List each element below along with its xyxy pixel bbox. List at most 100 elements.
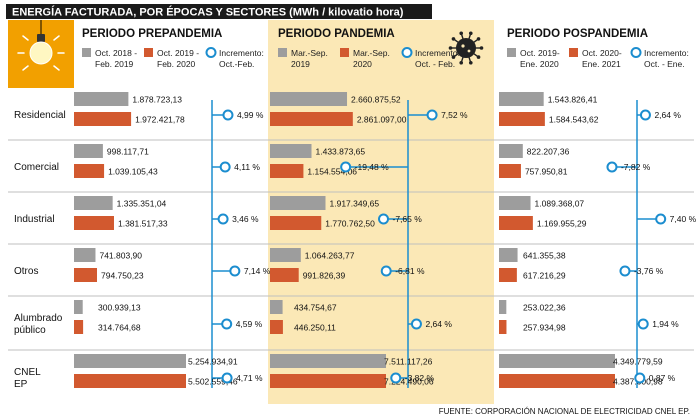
- value-label-series-1: 1.917.349,65: [330, 199, 380, 209]
- lightbulb-icon-socket: [37, 34, 45, 42]
- value-label-series-2: 757.950,81: [525, 167, 568, 177]
- increment-marker: [221, 372, 233, 384]
- value-label-series-1: 4.349.779,59: [613, 357, 663, 367]
- legend-label: Incremento:: [415, 48, 460, 58]
- increment-label: -7,82 %: [621, 162, 651, 172]
- category-label: CNEL: [14, 367, 41, 378]
- value-label-series-1: 434.754,67: [294, 303, 337, 313]
- value-label-series-1: 822.207,36: [527, 147, 570, 157]
- bar-series-1: [74, 196, 113, 210]
- bar-series-1: [74, 354, 186, 368]
- legend-label: Oct.-Feb.: [219, 59, 254, 69]
- legend-label: Mar.-Sep.: [353, 48, 390, 58]
- lightbulb-icon: [29, 41, 53, 65]
- increment-label: 2,64 %: [425, 319, 452, 329]
- increment-label: -3,82 %: [405, 373, 435, 383]
- legend-label: Oct. - Feb.: [415, 59, 455, 69]
- value-label-series-1: 1.335.351,04: [117, 199, 167, 209]
- value-label-series-2: 1.584.543,62: [549, 115, 599, 125]
- bar-series-2: [270, 374, 386, 388]
- virus-icon-spot: [467, 49, 471, 53]
- value-label-series-2: 257.934,98: [523, 323, 566, 333]
- increment-marker: [217, 213, 229, 225]
- title-bar: [6, 4, 432, 19]
- bar-series-2: [270, 164, 304, 178]
- bar-series-2: [74, 216, 114, 230]
- legend-label: 2020: [353, 59, 372, 69]
- period-title: PERIODO PANDEMIA: [278, 28, 395, 40]
- lightbulb-ray: [53, 65, 60, 71]
- bar-series-1: [499, 248, 518, 262]
- legend-label: Feb. 2019: [95, 59, 134, 69]
- bar-series-1: [499, 144, 523, 158]
- bar-series-2: [499, 268, 517, 282]
- lightbulb-ray: [53, 35, 60, 41]
- bar-series-2: [74, 320, 84, 334]
- value-label-series-2: 2.861.097,00: [357, 115, 407, 125]
- bar-series-1: [270, 248, 301, 262]
- legend-label: Feb. 2020: [157, 59, 196, 69]
- legend-label: Oct. 2019-: [520, 48, 560, 58]
- bar-series-2: [499, 216, 533, 230]
- legend-increment-icon: [630, 47, 642, 58]
- virus-icon-knob: [448, 46, 453, 50]
- increment-label: 2,64 %: [654, 110, 681, 120]
- value-label-series-2: 1.169.955,29: [537, 219, 587, 229]
- bar-series-1: [74, 248, 96, 262]
- value-label-series-1: 641.355,38: [523, 251, 566, 261]
- bar-series-2: [74, 112, 132, 126]
- bar-series-2: [499, 112, 545, 126]
- value-label-series-2: 1.972.421,78: [135, 115, 185, 125]
- increment-label: 4,59 %: [236, 319, 263, 329]
- category-label: Industrial: [14, 214, 55, 225]
- value-label-series-2: 794.750,23: [101, 271, 144, 281]
- value-label-series-2: 1.381.517,33: [118, 219, 168, 229]
- legend-label: Oct. - Ene.: [644, 59, 685, 69]
- increment-marker: [219, 161, 231, 173]
- legend-label: 2019: [291, 59, 310, 69]
- bar-series-2: [270, 216, 322, 230]
- value-label-series-1: 1.064.263,77: [305, 251, 355, 261]
- bar-series-2: [499, 320, 507, 334]
- legend-label: Incremento:: [644, 48, 689, 58]
- value-label-series-1: 1.878.723,13: [132, 95, 182, 105]
- value-label-series-2: 5.502.559,46: [188, 377, 238, 387]
- virus-icon-spot: [461, 44, 465, 48]
- legend-label: Ene. 2021: [582, 59, 621, 69]
- bar-series-1: [499, 196, 531, 210]
- virus-icon-knob: [451, 55, 456, 59]
- value-label-series-1: 253.022,36: [523, 303, 566, 313]
- value-label-series-1: 1.433.873,65: [316, 147, 366, 157]
- increment-marker: [637, 318, 649, 330]
- bar-series-2: [270, 320, 283, 334]
- legend-swatch-gray: [507, 48, 516, 57]
- legend-swatch-orange: [340, 48, 349, 57]
- virus-icon-knob: [468, 31, 473, 36]
- increment-marker: [606, 161, 618, 173]
- lightbulb-ray: [22, 65, 29, 71]
- value-label-series-2: 1.154.554,06: [307, 167, 357, 177]
- increment-marker: [378, 213, 390, 225]
- legend-swatch-orange: [144, 48, 153, 57]
- legend-swatch-orange: [569, 48, 578, 57]
- lightbulb-ray: [22, 35, 29, 41]
- legend-swatch-gray: [278, 48, 287, 57]
- legend-swatch-gray: [82, 48, 91, 57]
- increment-marker: [229, 265, 241, 277]
- value-label-series-1: 1.543.826,41: [548, 95, 598, 105]
- increment-marker: [410, 318, 422, 330]
- bar-series-2: [499, 164, 521, 178]
- increment-marker: [619, 265, 631, 277]
- virus-icon-knob: [479, 46, 484, 50]
- bar-series-1: [270, 92, 348, 106]
- legend-label: Oct. 2019 -: [157, 48, 199, 58]
- increment-label: 0,87 %: [649, 373, 676, 383]
- value-label-series-2: 314.764,68: [98, 323, 141, 333]
- increment-marker: [634, 372, 646, 384]
- value-label-series-1: 5.254.934,91: [188, 357, 238, 367]
- value-label-series-1: 1.089.368,07: [535, 199, 585, 209]
- bar-series-2: [74, 268, 98, 282]
- increment-marker: [655, 213, 667, 225]
- bar-series-1: [270, 196, 326, 210]
